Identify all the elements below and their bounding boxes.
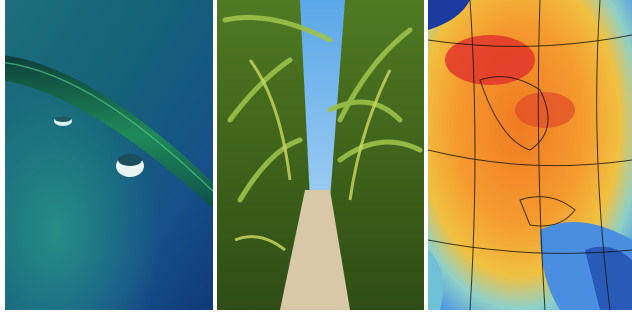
heatmap-image [428,0,632,310]
page [0,0,632,312]
cornfield-photo [217,0,424,310]
photo-triptych [0,0,632,312]
leaf-photo [0,0,220,310]
